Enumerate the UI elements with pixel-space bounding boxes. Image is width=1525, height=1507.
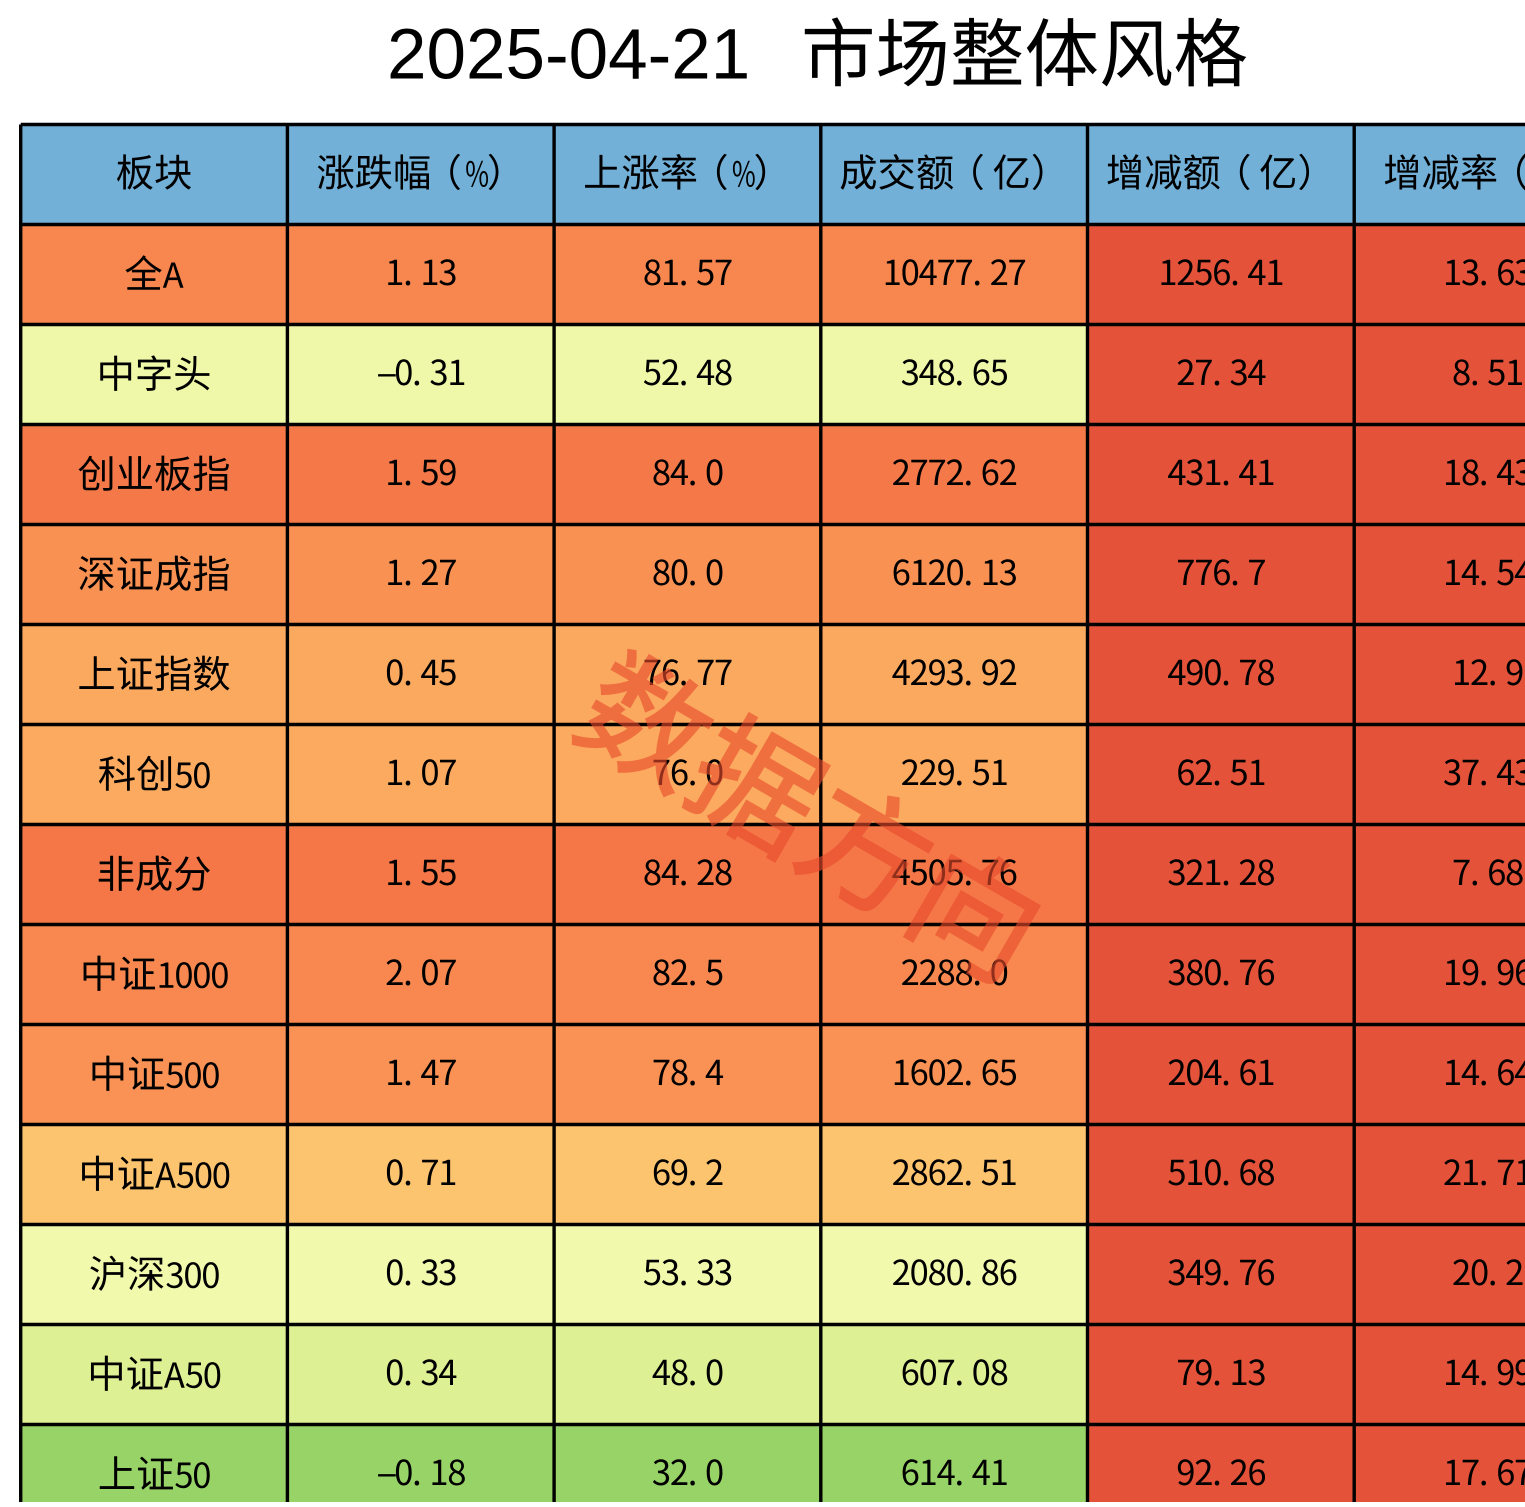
svg-text:2025-04-21: 2025-04-21 [387,16,750,95]
